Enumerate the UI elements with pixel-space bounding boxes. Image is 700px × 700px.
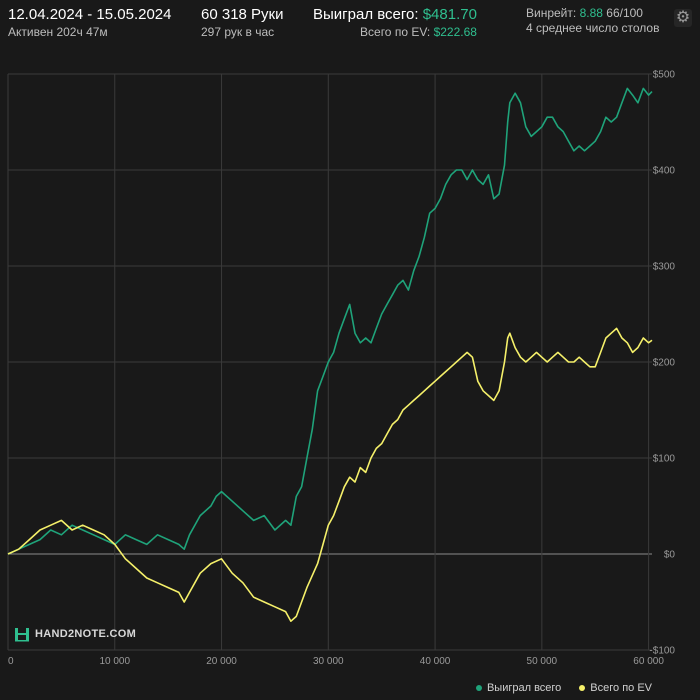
- ev-total-label: Всего по EV:: [360, 24, 431, 39]
- x-tick-label: 0: [8, 656, 14, 667]
- legend-won-label: Выиграл всего: [486, 682, 562, 694]
- active-time: Активен 202ч 47м: [8, 24, 108, 39]
- y-axis: -$100 $0 $100 $200 $300 $400 $500: [649, 70, 675, 657]
- y-tick-label: $400: [653, 166, 676, 177]
- won-block: Выиграл всего: $481.70 Всего по EV: $222…: [313, 6, 477, 40]
- won-total-label: Выиграл всего:: [313, 6, 419, 23]
- ev-total: Всего по EV: $222.68: [313, 25, 477, 40]
- y-tick-label: $0: [664, 550, 676, 561]
- grid: [7, 73, 652, 651]
- winrate: Винрейт: 8.88 66/100: [526, 6, 659, 21]
- winrate-value: 8.88: [579, 6, 603, 20]
- x-tick-label: 20 000: [206, 656, 237, 667]
- legend-item-ev[interactable]: Всего по EV: [579, 682, 652, 694]
- series-line-ev: [7, 327, 653, 622]
- y-tick-label: $100: [653, 454, 676, 465]
- x-tick-label: 40 000: [420, 656, 451, 667]
- gear-icon[interactable]: ⚙: [674, 9, 692, 27]
- y-tick-label: $300: [653, 262, 676, 273]
- winrate-label: Винрейт:: [526, 6, 577, 20]
- x-tick-label: 50 000: [527, 656, 558, 667]
- date-range: 12.04.2024 - 15.05.2024: [8, 6, 172, 23]
- date-block: 12.04.2024 - 15.05.2024 Активен 202ч 47м: [8, 6, 171, 40]
- y-tick-label: -$100: [649, 646, 675, 657]
- watermark: HAND2NOTE.COM: [14, 626, 136, 642]
- legend-won-swatch: [475, 685, 482, 691]
- legend: Выиграл всего Всего по EV: [475, 682, 652, 694]
- winrate-suffix: 66/100: [606, 6, 643, 20]
- tables-average: 4 среднее число столов: [526, 21, 660, 35]
- hands-block: 60 318 Руки 297 рук в час: [201, 6, 284, 40]
- legend-ev-label: Всего по EV: [590, 682, 652, 694]
- x-tick-label: 10 000: [99, 656, 130, 667]
- series-line-won: [7, 87, 653, 555]
- winrate-block: Винрейт: 8.88 66/100 4 среднее число сто…: [526, 6, 659, 36]
- y-tick-label: $500: [653, 70, 676, 81]
- x-axis: 0 10 000 20 000 30 000 40 000 50 000 60 000: [8, 656, 664, 667]
- won-total-value: $481.70: [422, 6, 477, 23]
- ev-total-value: $222.68: [433, 24, 477, 39]
- x-tick-label: 60 000: [633, 656, 664, 667]
- x-tick-label: 30 000: [313, 656, 344, 667]
- hands-per-hour: 297 рук в час: [201, 24, 275, 39]
- series-lines: [7, 87, 653, 622]
- won-total: Выиграл всего: $481.70: [313, 6, 477, 25]
- hands-count: 60 318 Руки: [201, 6, 284, 23]
- watermark-text: HAND2NOTE.COM: [35, 628, 137, 640]
- legend-item-won[interactable]: Выиграл всего: [475, 682, 562, 694]
- y-tick-label: $200: [653, 358, 676, 369]
- hand2note-logo-icon: [14, 626, 30, 642]
- legend-ev-swatch: [579, 685, 586, 691]
